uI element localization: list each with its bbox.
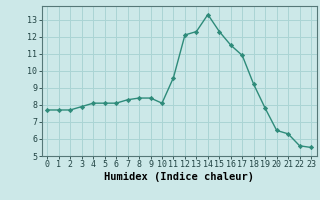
X-axis label: Humidex (Indice chaleur): Humidex (Indice chaleur) <box>104 172 254 182</box>
